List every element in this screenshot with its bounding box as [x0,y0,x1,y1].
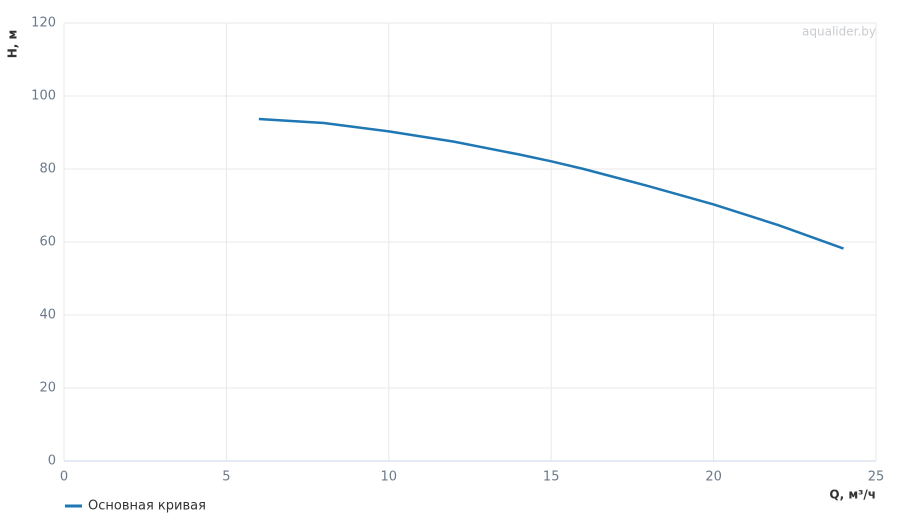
y-tick-label: 120 [31,16,56,31]
watermark: aqualider.by [802,25,876,39]
x-tick-label: 0 [60,470,68,485]
x-tick-label: 25 [868,470,885,485]
x-tick-label: 5 [222,470,230,485]
y-tick-label: 80 [39,162,56,177]
y-tick-label: 20 [39,381,56,396]
x-tick-label: 20 [705,470,722,485]
y-tick-label: 0 [48,454,56,469]
line [258,117,844,250]
y-tick-label: 60 [39,235,56,250]
x-tick-label: 10 [381,470,398,485]
x-axis-title: Q, м³/ч [829,488,876,502]
y-tick-label: 40 [39,308,56,323]
legend-label: Основная кривая [88,499,206,514]
y-axis-title: H, м [6,30,20,59]
x-tick-label: 15 [543,470,560,485]
y-tick-label: 100 [31,89,56,104]
